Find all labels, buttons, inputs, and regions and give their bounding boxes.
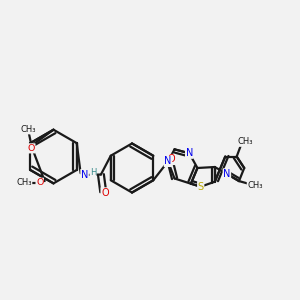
Text: H: H [90, 168, 96, 177]
Text: CH₃: CH₃ [238, 137, 253, 146]
Text: CH₃: CH₃ [21, 125, 36, 134]
Text: N: N [223, 169, 231, 179]
Text: O: O [167, 154, 175, 164]
Text: N: N [186, 148, 193, 158]
Text: O: O [28, 144, 35, 153]
Text: O: O [36, 178, 44, 187]
Text: N: N [81, 169, 88, 179]
Text: O: O [101, 188, 109, 198]
Text: N: N [164, 157, 172, 166]
Text: CH₃: CH₃ [247, 181, 263, 190]
Text: S: S [198, 182, 204, 192]
Text: CH₃: CH₃ [16, 178, 32, 187]
